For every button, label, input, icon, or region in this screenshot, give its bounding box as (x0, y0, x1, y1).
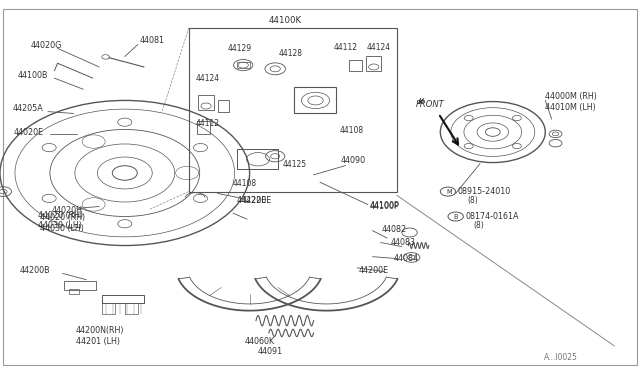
Text: 44124: 44124 (367, 43, 391, 52)
Text: 44020H: 44020H (51, 206, 82, 215)
Bar (189, 28, 397, 192)
Bar (294, 87, 336, 113)
Text: 44201 (LH): 44201 (LH) (76, 337, 120, 346)
Text: 44030 (LH): 44030 (LH) (38, 221, 83, 230)
Text: 44200B: 44200B (19, 266, 50, 275)
Bar (237, 149, 278, 169)
Bar (218, 100, 229, 112)
Bar (64, 281, 96, 290)
Bar (69, 289, 79, 294)
Bar (237, 62, 250, 68)
Text: 44020G: 44020G (31, 41, 62, 50)
Text: 08174-0161A: 08174-0161A (465, 212, 519, 221)
Text: 44100P: 44100P (370, 202, 399, 211)
Text: 44010M (LH): 44010M (LH) (545, 103, 596, 112)
Text: 44129: 44129 (227, 44, 252, 53)
Text: 44200N(RH): 44200N(RH) (76, 326, 124, 335)
Text: 44020 (RH): 44020 (RH) (40, 213, 85, 222)
Text: (8): (8) (467, 196, 478, 205)
Text: (8): (8) (474, 221, 484, 230)
Text: 44128: 44128 (278, 49, 302, 58)
Text: 44020E: 44020E (14, 128, 44, 137)
Text: M: M (446, 189, 452, 195)
Text: 44000M (RH): 44000M (RH) (545, 92, 597, 101)
Text: 44200E: 44200E (358, 266, 388, 275)
Text: 44220E: 44220E (237, 196, 267, 205)
Text: 44108: 44108 (339, 126, 364, 135)
Text: 44091: 44091 (257, 347, 282, 356)
Text: 44083: 44083 (390, 238, 415, 247)
Bar (349, 60, 362, 71)
Text: 44205A: 44205A (13, 105, 44, 113)
Text: 44081: 44081 (140, 36, 164, 45)
Text: 44124: 44124 (195, 74, 220, 83)
Text: 44082: 44082 (381, 225, 406, 234)
Text: B: B (454, 214, 458, 219)
Text: 44125: 44125 (283, 160, 307, 169)
Text: 44112: 44112 (195, 119, 219, 128)
Text: 44108: 44108 (232, 179, 257, 188)
Text: 44100P: 44100P (370, 201, 399, 210)
Text: 44084: 44084 (394, 254, 419, 263)
Bar (102, 303, 115, 314)
Bar (198, 95, 214, 110)
Text: 08915-24010: 08915-24010 (458, 187, 511, 196)
Bar (366, 56, 381, 71)
Bar (197, 121, 210, 134)
Text: 44112: 44112 (334, 43, 358, 52)
Bar (102, 295, 144, 303)
Bar (125, 303, 138, 314)
Text: FRONT: FRONT (416, 100, 445, 109)
Text: A...l0025: A...l0025 (544, 353, 578, 362)
Text: 44060K: 44060K (244, 337, 275, 346)
Text: 44100K: 44100K (269, 16, 302, 25)
Text: 44090: 44090 (340, 156, 365, 165)
Text: 44100B: 44100B (18, 71, 49, 80)
Text: 44220E: 44220E (241, 196, 271, 205)
Text: 44020 (RH): 44020 (RH) (38, 211, 84, 220)
Text: 44030 (LH): 44030 (LH) (40, 224, 84, 233)
